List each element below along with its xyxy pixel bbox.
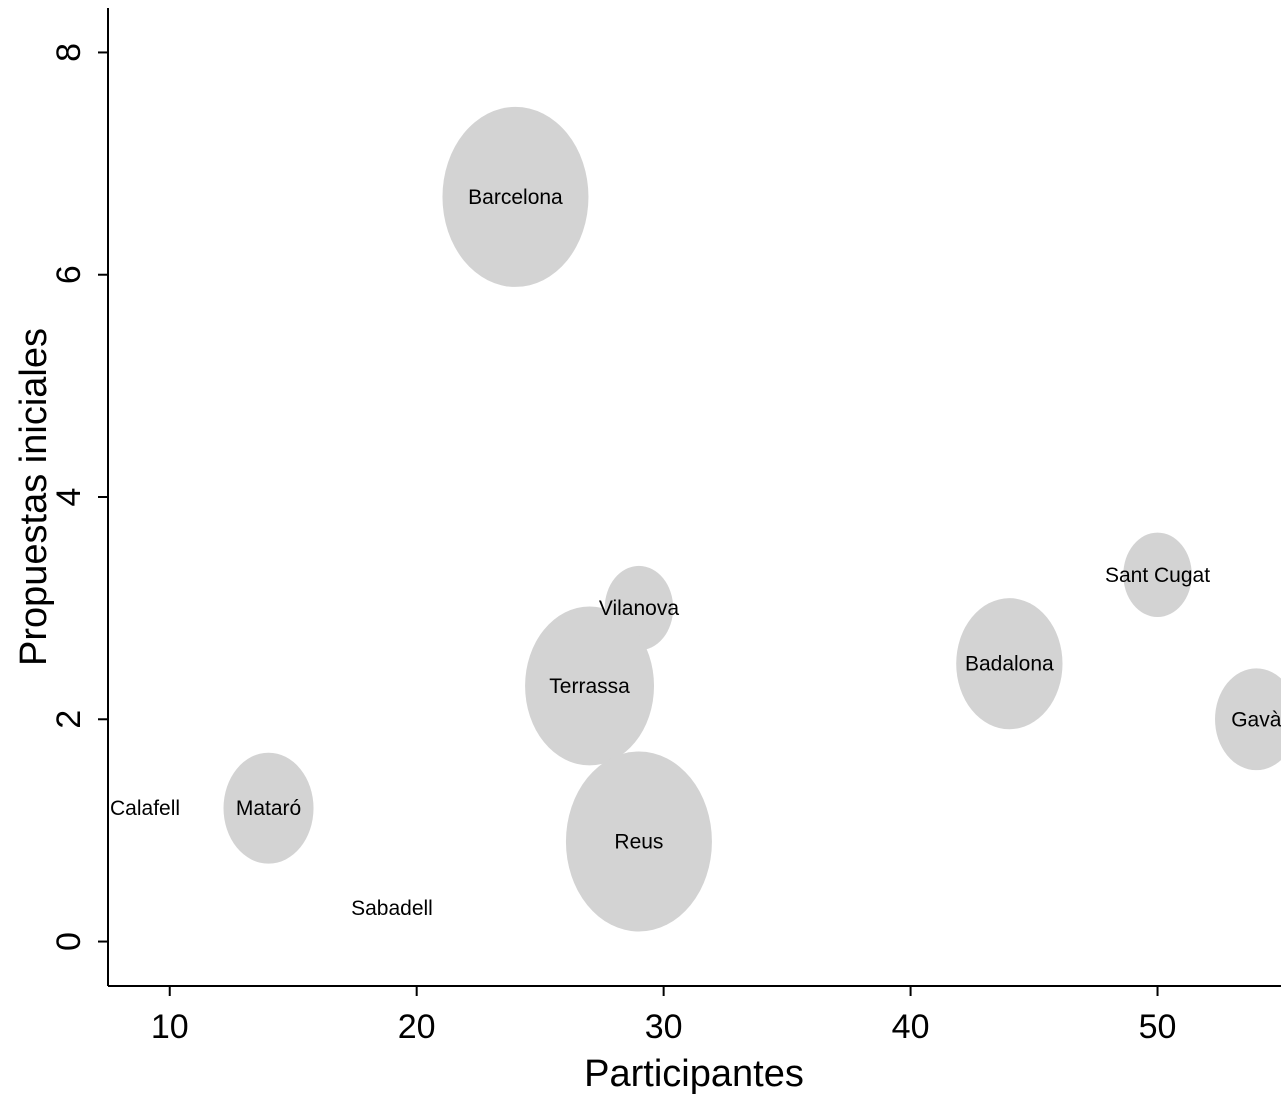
bubble-terrassa [525,606,655,766]
bubble-matar [223,752,314,864]
y-axis-title: Propuestas iniciales [13,328,55,666]
point-label-terrassa: Terrassa [549,675,630,698]
bubble-sant-cugat [1123,532,1192,618]
point-label-badalona: Badalona [965,653,1054,676]
bubble-gav [1215,668,1281,771]
point-label-reus: Reus [614,831,663,854]
bubble-badalona [956,598,1063,730]
bubble-barcelona [442,106,589,287]
y-tick-label-2: 2 [50,710,88,729]
point-label-matar: Mataró [236,797,301,820]
point-labels-layer: Barcelona Sant Cugat Vilanova Badalona Terra… [110,186,1281,920]
x-tick-label-30: 30 [645,1008,683,1046]
point-label-sabadell: Sabadell [351,897,433,920]
x-tick-label-50: 50 [1139,1008,1177,1046]
point-label-calafell: Calafell [110,797,180,820]
point-label-sant-cugat: Sant Cugat [1105,564,1210,587]
x-tick-label-10: 10 [151,1008,189,1046]
x-tick-label-40: 40 [892,1008,930,1046]
point-label-gav: Gavà [1231,708,1281,731]
x-tick-label-20: 20 [398,1008,436,1046]
x-axis-title: Participantes [584,1053,804,1095]
y-tick-label-8: 8 [50,43,88,62]
y-tick-label-6: 6 [50,265,88,284]
x-ticks: 10 20 30 40 50 [151,986,1177,1046]
point-label-vilanova: Vilanova [599,597,679,620]
y-tick-label-4: 4 [50,488,88,507]
y-tick-label-0: 0 [50,932,88,951]
bubble-reus [565,751,712,932]
bubbles-layer [223,106,1281,932]
point-label-barcelona: Barcelona [468,186,563,209]
y-ticks: 0 2 4 6 8 [50,43,108,951]
